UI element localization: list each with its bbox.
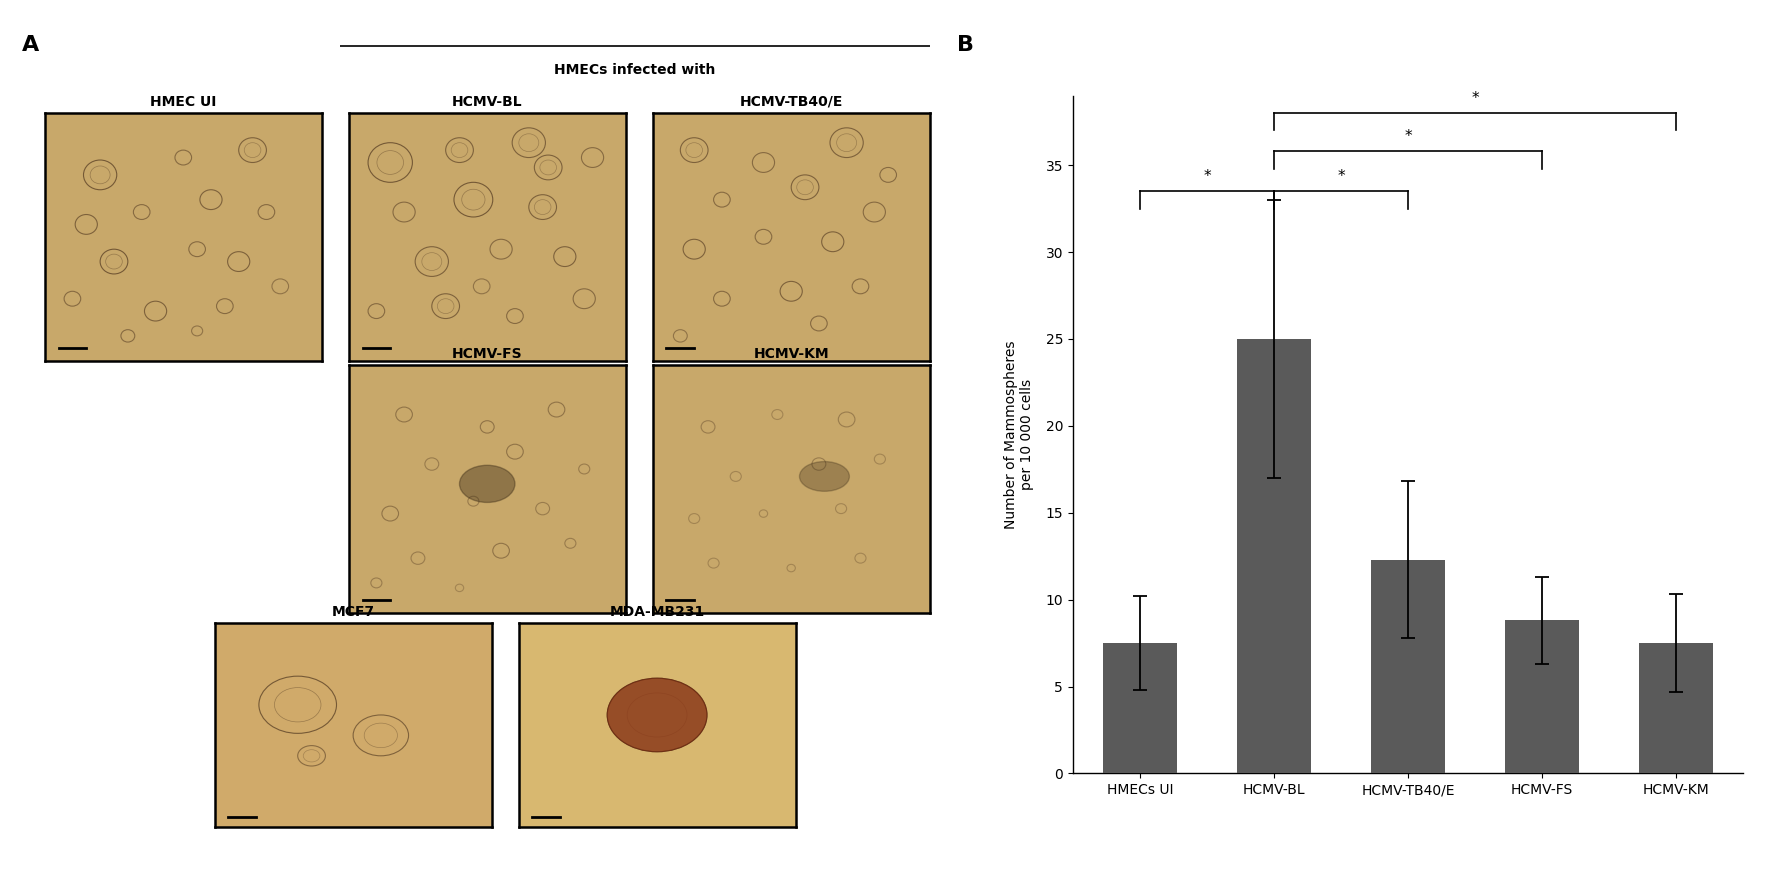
Bar — [1640, 643, 1713, 773]
Text: HCMV-KM: HCMV-KM — [753, 347, 830, 361]
Text: HMEC UI: HMEC UI — [150, 95, 216, 109]
Text: HCMV-TB40/E: HCMV-TB40/E — [740, 95, 842, 109]
Ellipse shape — [460, 465, 515, 502]
Bar — [1371, 560, 1445, 773]
Ellipse shape — [799, 461, 849, 491]
Bar — [1505, 620, 1579, 773]
Text: HMECs infected with: HMECs infected with — [554, 63, 715, 76]
Text: MDA-MB231: MDA-MB231 — [610, 605, 704, 619]
Text: MCF7: MCF7 — [331, 605, 375, 619]
Text: *: * — [1472, 91, 1479, 106]
Text: *: * — [1203, 169, 1210, 184]
Bar — [1237, 339, 1311, 773]
Text: B: B — [957, 35, 974, 55]
Text: *: * — [1337, 169, 1345, 184]
Circle shape — [608, 678, 706, 752]
Bar — [1103, 643, 1177, 773]
Y-axis label: Number of Mammospheres
per 10 000 cells: Number of Mammospheres per 10 000 cells — [1005, 341, 1033, 528]
Text: HCMV-BL: HCMV-BL — [452, 95, 522, 109]
Text: *: * — [1404, 129, 1413, 144]
Text: A: A — [21, 35, 39, 55]
Text: HCMV-FS: HCMV-FS — [452, 347, 522, 361]
